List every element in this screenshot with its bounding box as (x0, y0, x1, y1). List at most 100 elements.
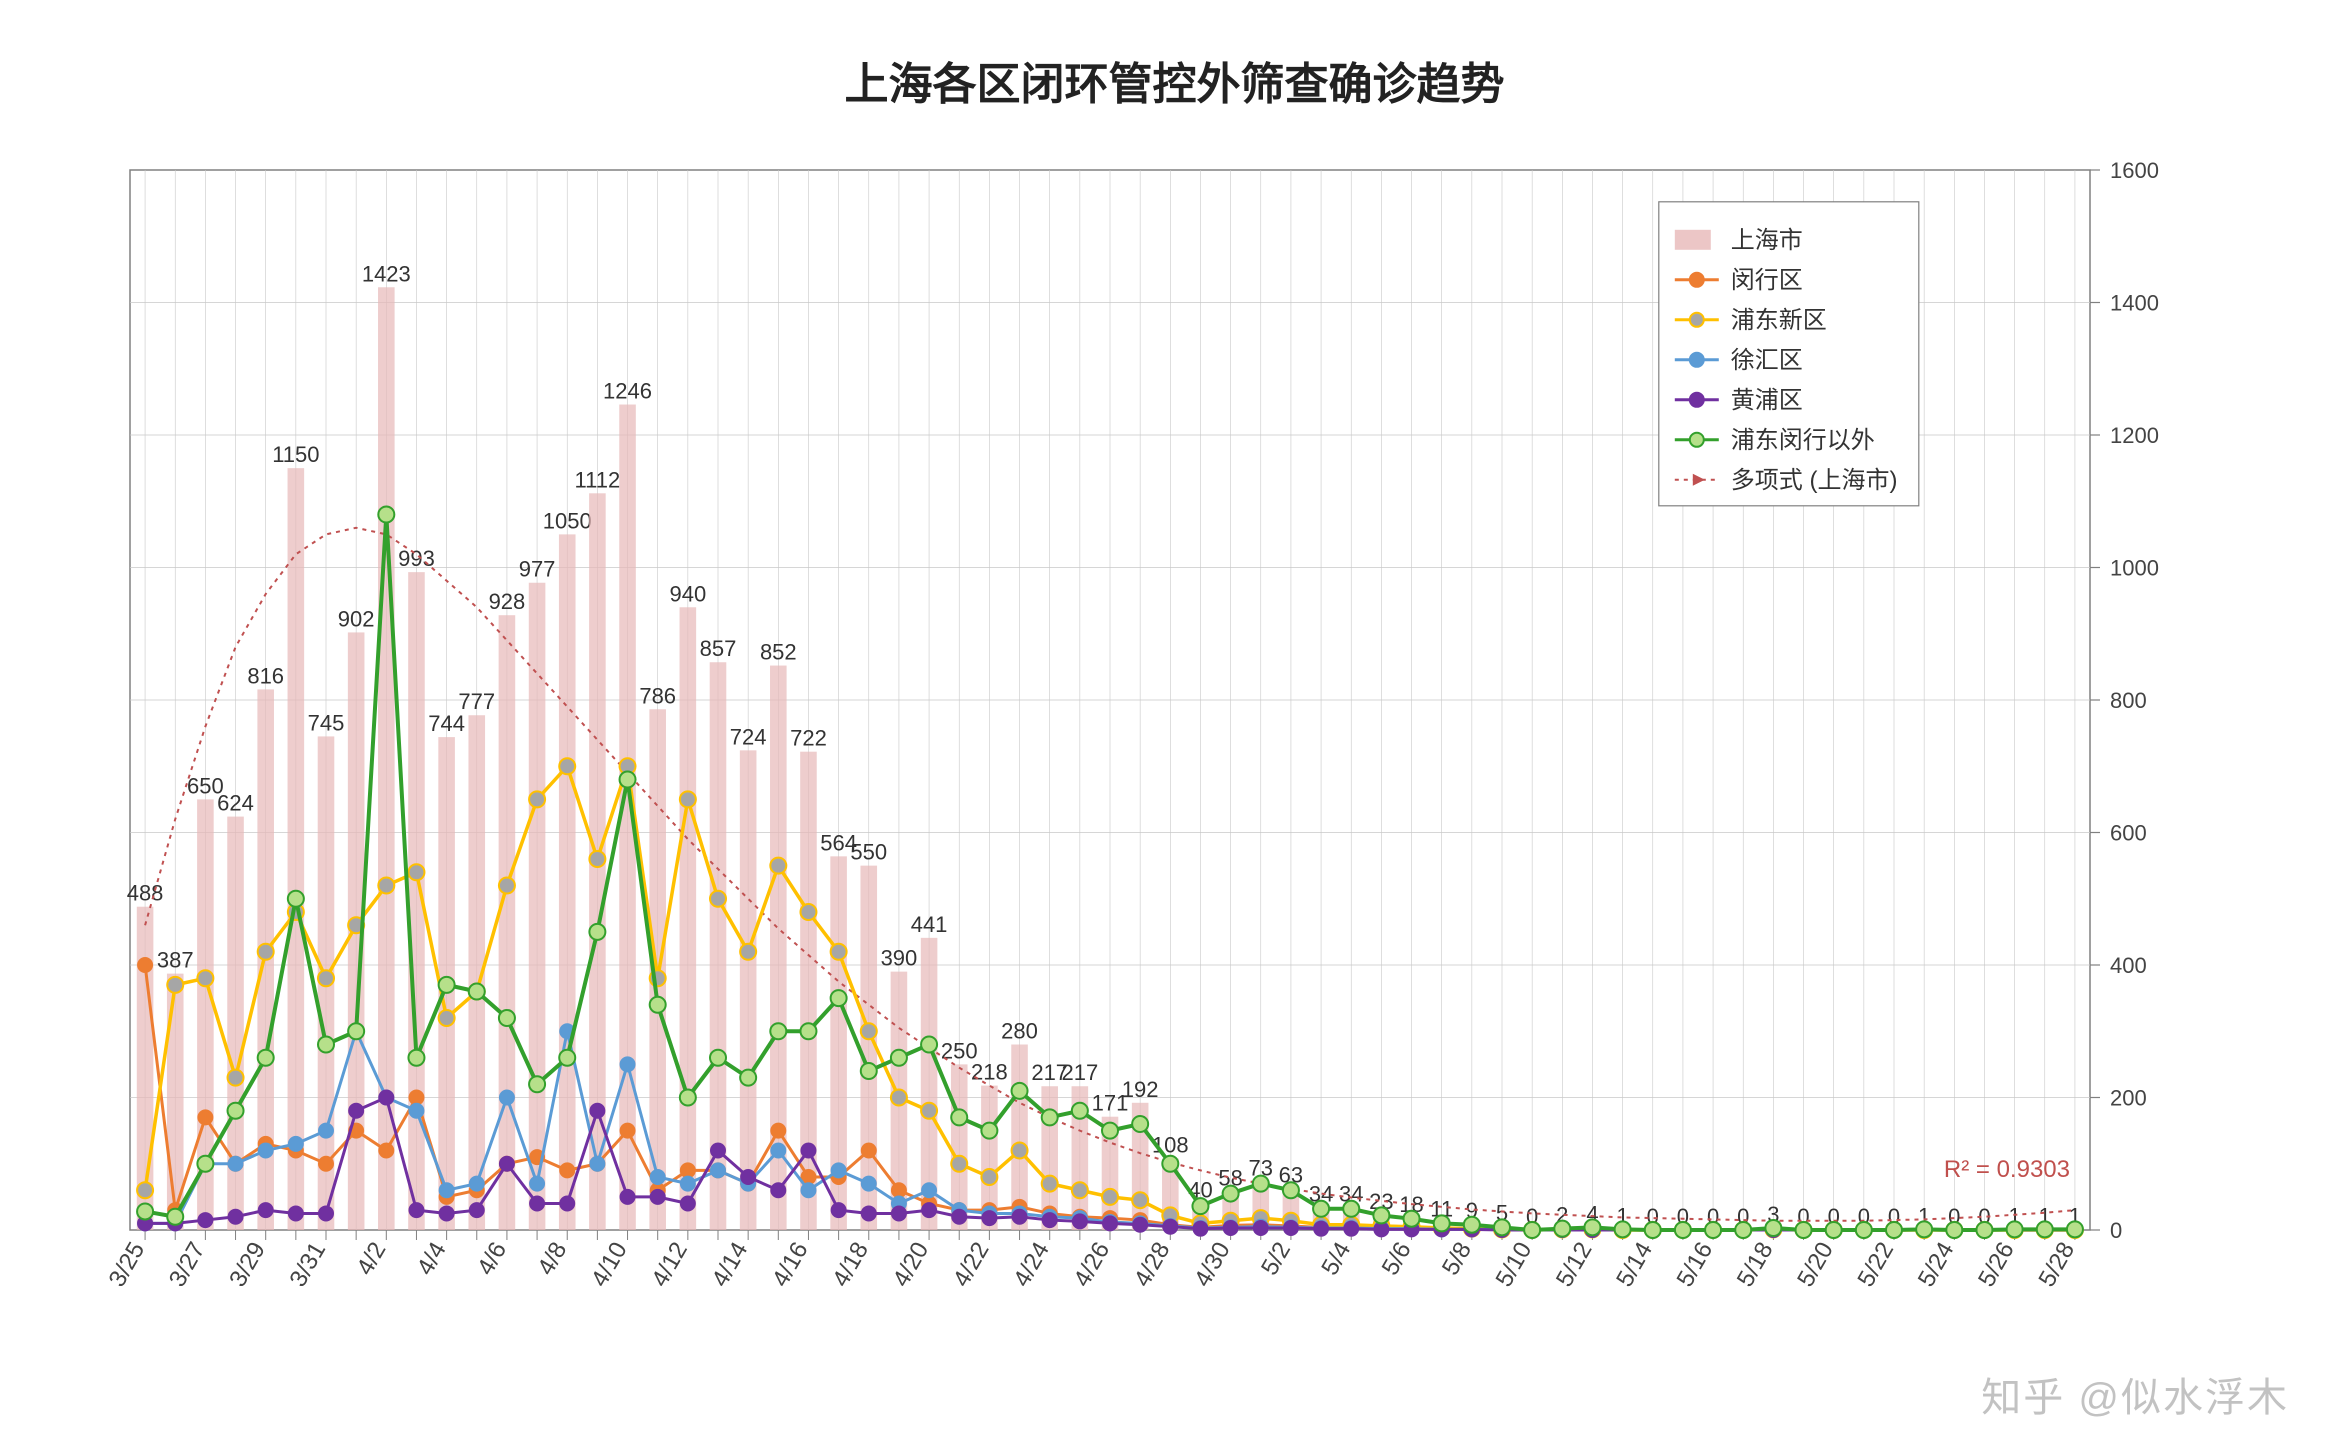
line-marker (289, 1206, 303, 1220)
line-marker (981, 1169, 997, 1185)
line-marker (469, 984, 485, 1000)
ytick-label: 800 (2110, 688, 2147, 713)
line-marker (1976, 1222, 1992, 1238)
bar (288, 468, 305, 1230)
line-marker (1826, 1222, 1842, 1238)
bar-data-label: 1050 (543, 508, 592, 533)
bar-data-label: 1150 (272, 442, 319, 467)
line-marker (228, 1070, 244, 1086)
line-marker (680, 791, 696, 807)
xtick-label: 5/24 (1913, 1238, 1960, 1292)
line-marker (439, 1010, 455, 1026)
xtick-label: 3/25 (104, 1238, 151, 1292)
line-marker (1042, 1176, 1058, 1192)
line-marker (1162, 1156, 1178, 1172)
line-marker (1554, 1221, 1570, 1237)
line-marker (831, 990, 847, 1006)
xtick-label: 3/29 (224, 1238, 271, 1292)
xtick-label: 5/6 (1377, 1238, 1417, 1280)
xtick-label: 4/18 (827, 1238, 874, 1292)
line-marker (348, 1023, 364, 1039)
bar-data-label: 857 (700, 636, 737, 661)
line-marker (529, 791, 545, 807)
line-marker (2037, 1221, 2053, 1237)
ytick-label: 0 (2110, 1218, 2122, 1243)
xtick-label: 5/26 (1973, 1238, 2020, 1292)
line-marker (138, 958, 152, 972)
line-marker (197, 1156, 213, 1172)
line-marker (1192, 1198, 1208, 1214)
line-marker (1314, 1222, 1328, 1236)
line-marker (1013, 1210, 1027, 1224)
line-marker (770, 1023, 786, 1039)
line-marker (982, 1211, 996, 1225)
line-marker (620, 772, 636, 788)
line-marker (891, 1090, 907, 1106)
bar-data-label: 977 (519, 557, 556, 582)
chart-plot-area: 020040060080010001200140016003/253/273/2… (120, 170, 2190, 1270)
line-marker (1856, 1222, 1872, 1238)
line-marker (651, 1190, 665, 1204)
line-marker (1343, 1201, 1359, 1217)
xtick-label: 3/27 (164, 1238, 211, 1292)
ytick-label: 1400 (2110, 291, 2159, 316)
xtick-label: 4/24 (1008, 1238, 1055, 1292)
line-marker (1946, 1222, 1962, 1238)
chart-title: 上海各区闭环管控外筛查确诊趋势 (0, 48, 2349, 112)
xtick-label: 5/16 (1672, 1238, 1719, 1292)
bar-data-label: 786 (639, 683, 676, 708)
line-marker (771, 1183, 785, 1197)
line-marker (1043, 1213, 1057, 1227)
line-marker (559, 1050, 575, 1066)
line-marker (740, 944, 756, 960)
line-marker (1796, 1222, 1812, 1238)
line-marker (408, 1050, 424, 1066)
line-marker (258, 944, 274, 960)
xtick-label: 4/16 (767, 1238, 814, 1292)
line-marker (1072, 1182, 1088, 1198)
line-marker (379, 1144, 393, 1158)
bar-data-label: 724 (730, 724, 767, 749)
line-marker (801, 1183, 815, 1197)
legend-label: 上海市 (1731, 227, 1803, 254)
line-marker (349, 1104, 363, 1118)
line-marker (1193, 1222, 1207, 1236)
bar-data-label: 940 (669, 581, 706, 606)
line-marker (711, 1144, 725, 1158)
xtick-label: 5/28 (2033, 1238, 2080, 1292)
xtick-label: 3/31 (284, 1238, 331, 1292)
ytick-label: 200 (2110, 1086, 2147, 1111)
ytick-label: 1200 (2110, 423, 2159, 448)
line-marker (1284, 1221, 1298, 1235)
line-marker (621, 1190, 635, 1204)
xtick-label: 4/26 (1068, 1238, 1115, 1292)
legend-swatch-marker (1690, 273, 1704, 287)
line-marker (1615, 1221, 1631, 1237)
line-marker (922, 1183, 936, 1197)
line-marker (439, 977, 455, 993)
line-marker (499, 878, 515, 894)
line-marker (801, 1144, 815, 1158)
xtick-label: 4/8 (532, 1238, 572, 1280)
bar-data-label: 745 (308, 710, 345, 735)
bar-data-label: 1112 (575, 467, 621, 492)
line-marker (1132, 1192, 1148, 1208)
legend-label: 浦东新区 (1731, 307, 1827, 334)
line-marker (500, 1091, 514, 1105)
line-marker (167, 1209, 183, 1225)
bar-data-label: 488 (127, 881, 164, 906)
line-marker (319, 1124, 333, 1138)
line-marker (1313, 1201, 1329, 1217)
line-marker (651, 1170, 665, 1184)
line-marker (1765, 1220, 1781, 1236)
xtick-label: 5/12 (1551, 1238, 1598, 1292)
line-marker (1675, 1222, 1691, 1238)
line-marker (529, 1076, 545, 1092)
line-marker (1042, 1109, 1058, 1125)
line-marker (832, 1203, 846, 1217)
line-marker (560, 1163, 574, 1177)
line-marker (862, 1177, 876, 1191)
bar-data-label: 722 (790, 726, 827, 751)
xtick-label: 5/20 (1792, 1238, 1839, 1292)
bar (499, 615, 516, 1230)
